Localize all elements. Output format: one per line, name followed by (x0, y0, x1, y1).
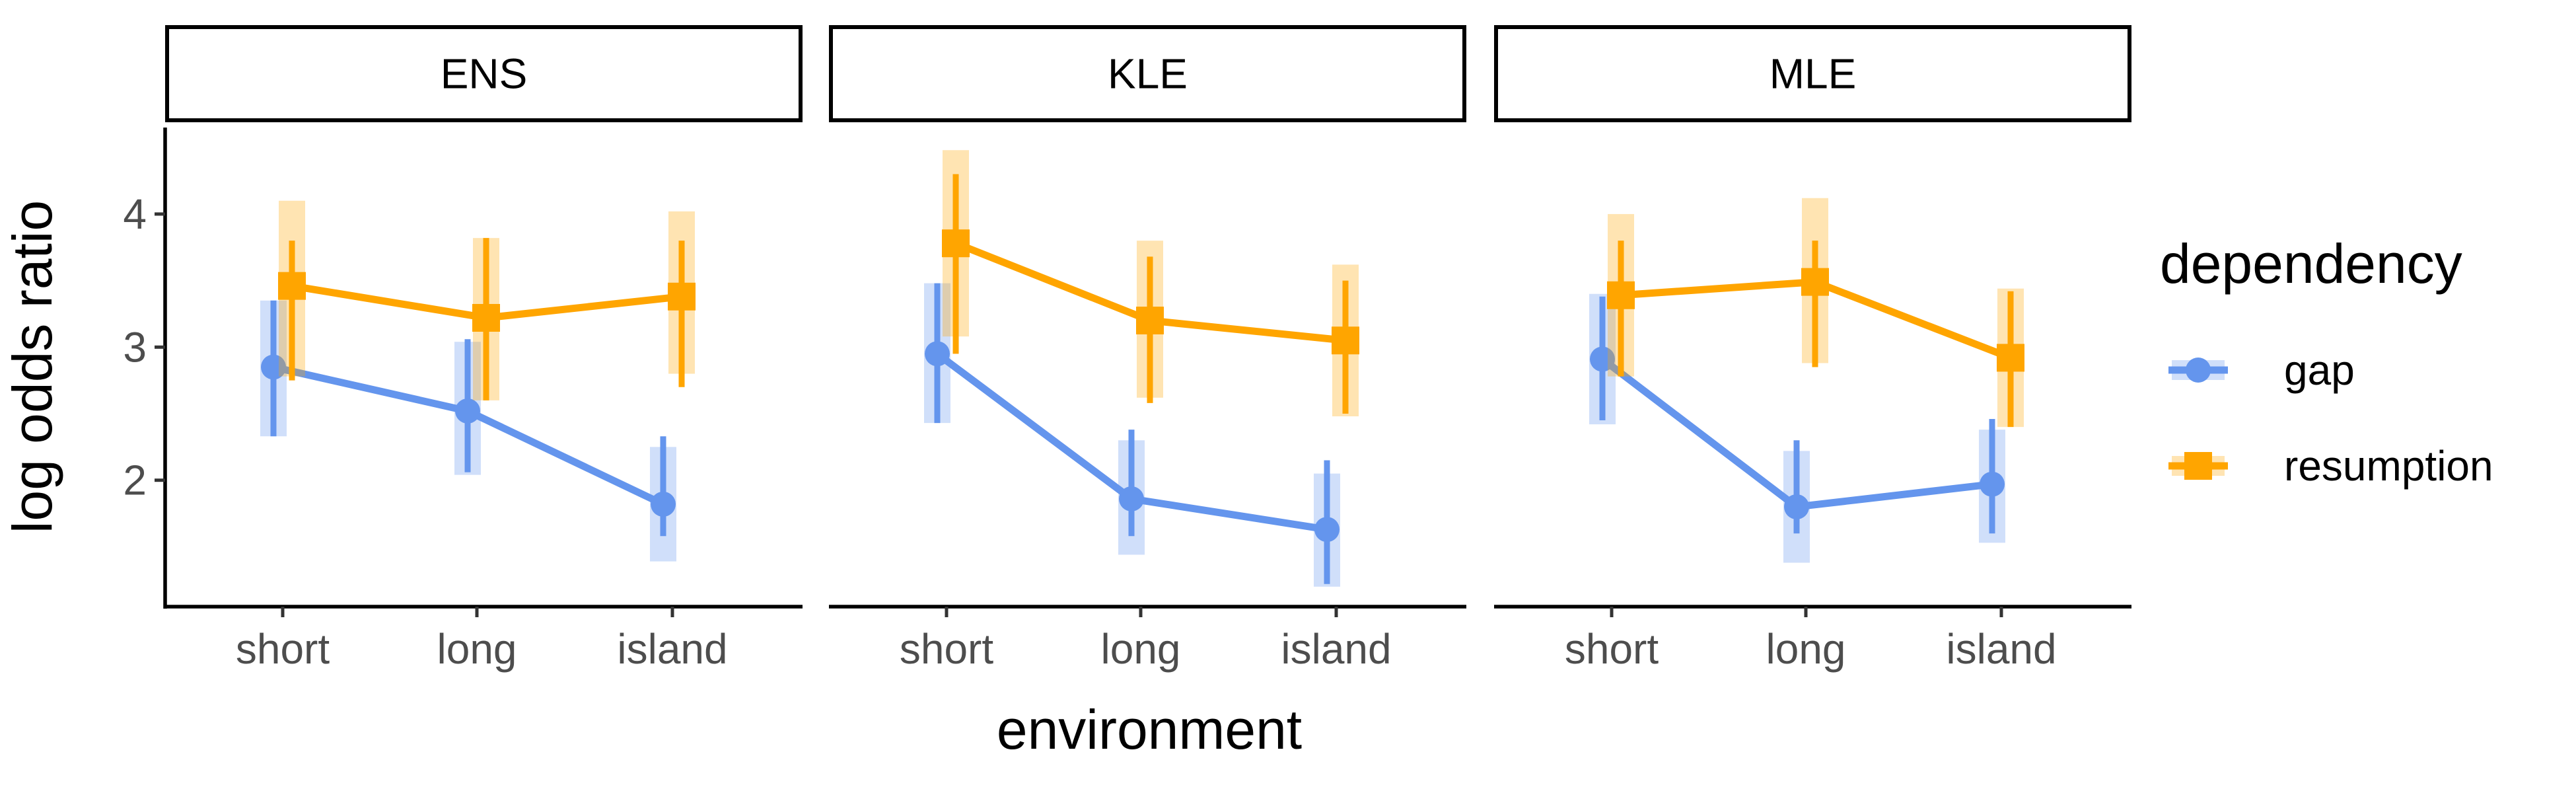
legend-label: gap (2284, 346, 2355, 394)
data-point (668, 282, 696, 311)
y-tick-label: 2 (123, 457, 147, 504)
series-resumption (278, 200, 696, 400)
data-point (1607, 281, 1635, 309)
legend-title: dependency (2160, 233, 2462, 295)
data-point (1590, 346, 1615, 372)
y-tick-label: 3 (123, 323, 147, 371)
facet-strip (165, 25, 803, 122)
panel-mle: MLE short long island (1494, 25, 2131, 673)
data-point (1119, 486, 1144, 511)
legend: dependency gap resumption (2160, 233, 2493, 490)
legend-label: resumption (2284, 442, 2493, 490)
x-tick-label: long (437, 625, 517, 673)
facet-strip-label: MLE (1770, 50, 1857, 98)
x-tick-label: long (1101, 625, 1181, 673)
legend-entries: gap resumption (2168, 346, 2493, 490)
facet-strip-label: ENS (441, 50, 528, 98)
data-point (455, 398, 480, 424)
facet-strip (829, 25, 1466, 122)
data-point (472, 303, 500, 332)
x-tick-label: short (1565, 625, 1659, 673)
data-point (925, 341, 950, 367)
facet-strip (1494, 25, 2131, 122)
facet-strip-label: KLE (1108, 50, 1188, 98)
series-resumption (1607, 198, 2024, 428)
data-point (942, 229, 970, 258)
data-point (278, 272, 306, 300)
x-tick-label: island (1281, 625, 1391, 673)
data-point (1997, 344, 2024, 372)
data-point (651, 491, 676, 517)
series-gap (260, 300, 676, 562)
legend-entry-gap: gap (2168, 346, 2355, 394)
legend-entry-resumption: resumption (2168, 442, 2493, 490)
panel-kle: KLE short long island (829, 25, 1466, 673)
x-tick-label: short (236, 625, 330, 673)
data-point (1332, 326, 1359, 355)
data-point (1314, 517, 1340, 543)
data-point (1784, 494, 1809, 519)
y-axis-title: log odds ratio (1, 200, 63, 533)
data-point (1980, 471, 2005, 497)
x-tick-label: island (617, 625, 727, 673)
panel-ens: ENS 2 3 4 short long island (123, 25, 803, 673)
legend-key-marker (2184, 452, 2212, 480)
x-tick-label: island (1946, 625, 2056, 673)
data-point (1801, 268, 1829, 296)
y-tick-label: 4 (123, 190, 147, 238)
series-gap (1589, 293, 2005, 563)
data-point (261, 354, 286, 380)
series-resumption (942, 150, 1359, 417)
series-gap (924, 283, 1340, 587)
x-tick-label: long (1766, 625, 1846, 673)
x-axis-title: environment (997, 699, 1302, 761)
x-tick-label: short (900, 625, 994, 673)
legend-key-marker (2186, 358, 2211, 383)
data-point (1136, 307, 1164, 335)
